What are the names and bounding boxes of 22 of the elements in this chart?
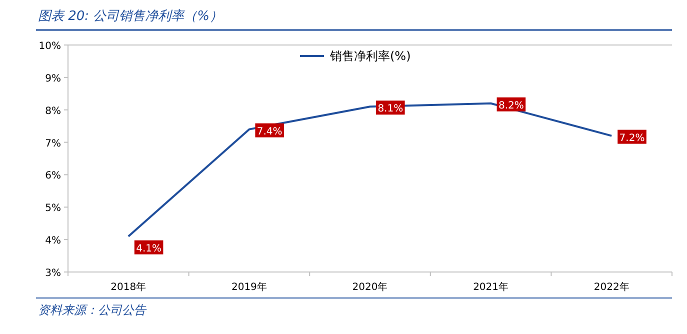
data-label: 8.1% [378,104,404,115]
y-tick-label: 9% [45,73,61,84]
y-tick-label: 3% [45,268,61,279]
x-tick-label: 2020年 [352,281,388,293]
line-series [127,102,613,238]
data-label: 4.1% [136,243,162,254]
x-tick-label: 2022年 [594,281,630,293]
x-tick-label: 2019年 [231,281,267,293]
x-tick-label: 2021年 [473,281,509,293]
y-tick-label: 7% [45,138,61,150]
y-tick-label: 5% [45,203,61,214]
data-label: 7.2% [619,132,645,144]
x-tick-label: 2018年 [110,281,146,293]
data-label: 7.4% [256,126,282,138]
legend-label: 销售净利率(%) [329,49,411,63]
text: 资料来源：公司公告 [38,303,147,317]
data-label: 8.2% [498,100,524,112]
y-tick-label: 10% [38,41,61,52]
y-tick-label: 8% [45,106,61,117]
y-tick-label: 4% [45,236,61,247]
chart-title: 图表 20: 公司销售净利率（%） [38,8,223,24]
y-tick-label: 6% [45,170,61,182]
